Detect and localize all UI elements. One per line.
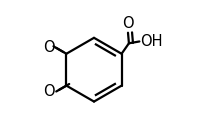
Text: O: O (43, 40, 55, 55)
Text: OH: OH (140, 34, 163, 49)
Text: O: O (43, 84, 55, 99)
Text: O: O (122, 16, 134, 31)
